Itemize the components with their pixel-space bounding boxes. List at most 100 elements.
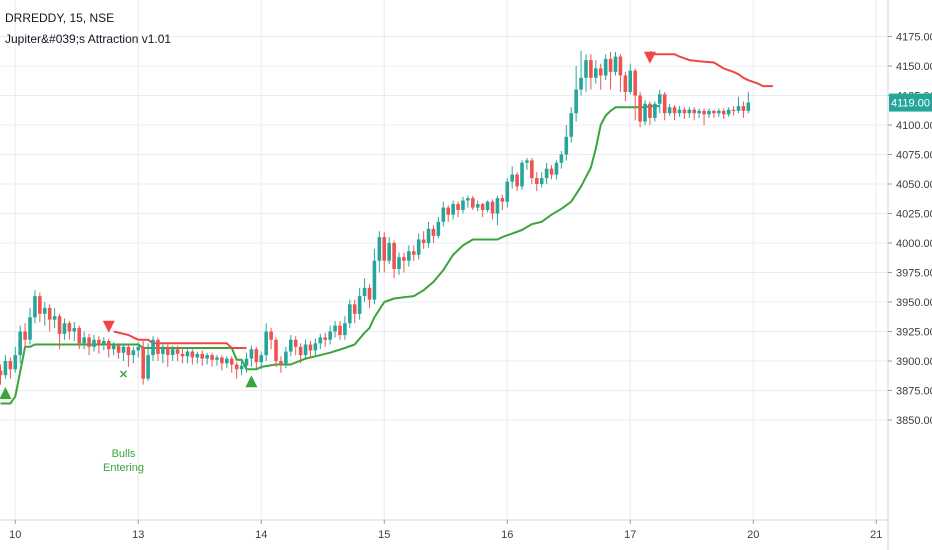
candle-down	[682, 107, 687, 120]
price-tick-label: 3850.00	[896, 415, 932, 427]
candle-body	[205, 355, 209, 359]
candle-up	[707, 108, 711, 118]
candle-up	[52, 307, 57, 328]
time-axis[interactable]: 10 13 14 15 16 17 20 21	[9, 520, 882, 541]
candle-body	[485, 201, 490, 210]
candle-body	[195, 353, 200, 358]
candle-body	[387, 243, 391, 261]
candle-body	[185, 351, 190, 357]
candle-up	[726, 107, 731, 117]
candle-body	[382, 237, 387, 261]
candle-up	[288, 335, 293, 357]
candle-body	[456, 204, 460, 210]
candle-body	[348, 304, 352, 324]
candle-body	[589, 60, 593, 78]
candle-body	[648, 103, 652, 118]
candle-body	[180, 353, 185, 357]
candle-down	[623, 71, 628, 102]
candle-up	[510, 166, 514, 189]
candle-down	[367, 284, 372, 308]
candle-down	[279, 356, 283, 373]
bullish-trailing-line	[0, 105, 660, 405]
candle-down	[87, 333, 91, 356]
candle-body	[284, 351, 288, 364]
candle-body	[431, 228, 436, 236]
candle-up	[146, 343, 150, 382]
candle-up	[520, 160, 524, 190]
candle-down	[220, 355, 224, 371]
candle-body	[677, 109, 682, 114]
candles	[0, 50, 751, 385]
candle-down	[106, 338, 111, 358]
candle-body	[407, 251, 411, 261]
candle-up	[643, 100, 647, 125]
candle-body	[279, 361, 283, 364]
price-tick-label: 4100.00	[896, 120, 932, 132]
candle-body	[33, 296, 37, 318]
candle-down	[598, 63, 603, 90]
candle-body	[495, 198, 500, 214]
buy-signal-triangle	[0, 387, 12, 400]
price-tick-label: 4000.00	[896, 238, 932, 250]
candle-body	[682, 109, 687, 114]
symbol-title[interactable]: DRREDDY, 15, NSE	[5, 11, 115, 25]
candle-body	[269, 331, 273, 340]
candle-up	[225, 356, 229, 369]
candle-up	[451, 200, 455, 220]
candle-body	[721, 110, 726, 115]
candle-down	[633, 68, 637, 121]
candle-body	[67, 323, 72, 332]
candle-up	[348, 299, 352, 328]
signal-markers	[0, 51, 656, 400]
candle-up	[603, 54, 608, 81]
annotation-line: Bulls	[112, 448, 136, 460]
candle-down	[411, 245, 416, 261]
candle-body	[77, 327, 82, 344]
time-tick-label: 14	[255, 529, 267, 541]
candle-up	[475, 200, 480, 212]
price-tick-label: 4075.00	[896, 150, 932, 162]
candle-up	[33, 290, 37, 324]
indicator-title[interactable]: Jupiter&#039;s Attraction v1.01	[5, 32, 172, 46]
candle-body	[254, 349, 259, 363]
candle-body	[579, 77, 583, 90]
candle-body	[170, 349, 175, 356]
candle-body	[598, 68, 603, 76]
candle-body	[0, 370, 3, 376]
candle-up	[72, 322, 77, 341]
candle-down	[229, 356, 234, 373]
candle-up	[613, 51, 618, 76]
candle-up	[18, 325, 22, 364]
candle-up	[131, 346, 136, 364]
candle-up	[594, 60, 598, 84]
sell-signal-triangle	[643, 51, 656, 64]
candle-up	[42, 302, 47, 326]
annotation-line: Entering	[103, 462, 144, 474]
candle-body	[313, 343, 318, 351]
candle-body	[539, 178, 544, 184]
candle-body	[303, 344, 308, 356]
price-tick-label: 4150.00	[896, 61, 932, 73]
candle-body	[520, 162, 524, 187]
candle-up	[441, 201, 446, 227]
candle-up	[697, 108, 701, 118]
candle-up	[121, 344, 126, 361]
candle-down	[175, 345, 180, 361]
candle-body	[357, 296, 362, 314]
candle-down	[712, 109, 716, 118]
candle-up	[318, 333, 323, 350]
candle-body	[318, 337, 323, 344]
candle-down	[38, 292, 42, 323]
candle-body	[328, 331, 332, 340]
candle-body	[92, 339, 96, 347]
price-axis[interactable]: 3850.00 3875.00 3900.00 3925.00 3950.00 3975.…	[888, 32, 932, 428]
candle-up	[111, 342, 116, 356]
candle-body	[421, 239, 426, 243]
candle-up	[239, 359, 244, 376]
candle-up	[372, 248, 377, 305]
candle-up	[667, 103, 672, 116]
candle-down	[141, 340, 145, 385]
bearish-trailing-line	[649, 50, 773, 88]
candle-body	[343, 323, 347, 336]
